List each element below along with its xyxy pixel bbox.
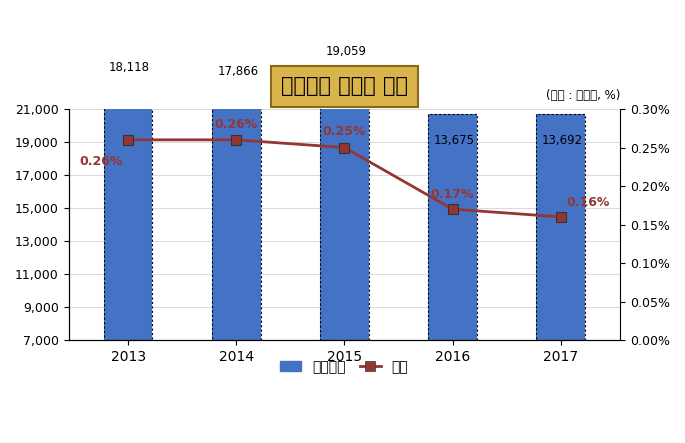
Text: 13,692: 13,692 [542,134,583,147]
Bar [428,114,477,340]
Title: 기본경비 연도별 변화: 기본경비 연도별 변화 [281,76,408,97]
Bar [320,26,369,340]
Text: 0.17%: 0.17% [431,188,474,202]
Text: 13,675: 13,675 [434,134,475,147]
Bar [103,41,153,340]
Bar [536,114,585,340]
Text: 0.26%: 0.26% [214,117,258,131]
Bar [536,114,585,340]
Bar [320,26,369,340]
Text: 0.16%: 0.16% [566,196,610,209]
Bar [428,114,477,340]
Text: 19,059: 19,059 [325,45,366,58]
Text: 17,866: 17,866 [217,65,258,78]
Bar [103,41,153,340]
Text: (단위 : 백만원, %): (단위 : 백만원, %) [546,89,621,102]
Text: 0.25%: 0.25% [323,125,366,138]
Legend: 기본경비, 비율: 기본경비, 비율 [275,354,414,379]
Text: 0.26%: 0.26% [79,155,123,168]
Bar [212,45,260,340]
Bar [212,45,260,340]
Text: 18,118: 18,118 [109,61,150,74]
